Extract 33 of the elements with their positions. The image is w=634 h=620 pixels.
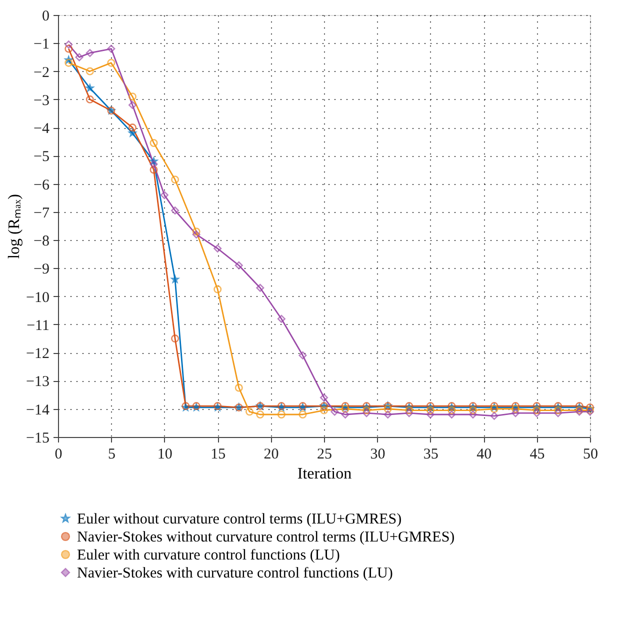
y-tick-label: −8 xyxy=(34,234,50,250)
x-tick-label: 15 xyxy=(210,446,226,462)
y-tick-label: −14 xyxy=(26,402,50,418)
legend-label: Euler without curvature control terms (ILU+GMRES) xyxy=(77,512,402,528)
x-tick-label: 25 xyxy=(317,446,332,462)
x-tick-label: 30 xyxy=(370,446,386,462)
y-tick-label: 0 xyxy=(42,8,50,24)
y-tick-label: −6 xyxy=(34,177,50,194)
y-tick-label: −13 xyxy=(26,374,50,390)
y-tick-label: −11 xyxy=(26,318,50,334)
y-axis-title: log (Rₘₐₓ) xyxy=(6,194,24,259)
y-tick-label: −12 xyxy=(26,346,50,362)
x-tick-label: 45 xyxy=(530,446,545,462)
y-tick-label: −15 xyxy=(26,430,50,446)
y-tick-label: −3 xyxy=(34,92,50,109)
y-tick-label: −7 xyxy=(34,205,50,222)
legend-label: Euler with curvature control functions (LU) xyxy=(77,548,340,564)
x-tick-label: 10 xyxy=(157,446,172,462)
y-tick-label: −5 xyxy=(34,149,50,166)
x-tick-label: 50 xyxy=(583,446,598,462)
x-tick-label: 20 xyxy=(264,446,279,462)
x-tick-label: 0 xyxy=(54,446,62,462)
y-tick-label: −2 xyxy=(34,64,50,81)
y-tick-label: −9 xyxy=(34,262,50,278)
legend-label: Navier-Stokes without curvature control terms (ILU+GMRES) xyxy=(77,530,455,546)
x-tick-label: 35 xyxy=(423,446,438,462)
legend-label: Navier-Stokes with curvature control functions (LU) xyxy=(77,566,393,582)
y-tick-label: −1 xyxy=(34,36,50,53)
x-axis-title: Iteration xyxy=(297,466,352,482)
y-tick-label: −4 xyxy=(34,121,50,138)
y-tick-label: −10 xyxy=(26,290,50,306)
x-tick-label: 40 xyxy=(476,446,492,462)
x-tick-label: 5 xyxy=(108,446,116,462)
